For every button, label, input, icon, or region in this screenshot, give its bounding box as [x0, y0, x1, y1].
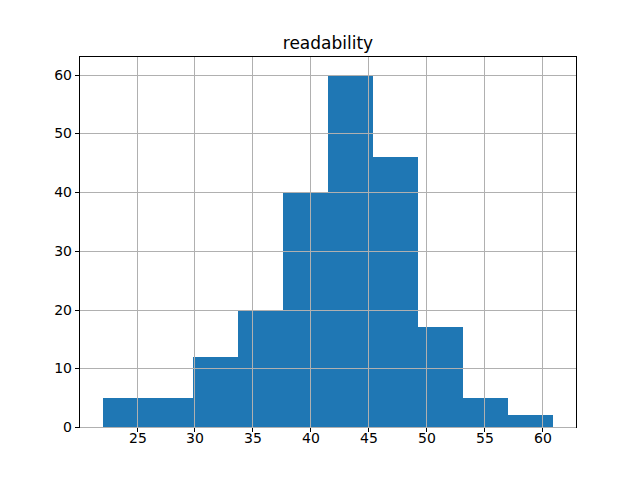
y-tick: [75, 368, 79, 369]
figure: readability 25 30 35 40 45 50 55 60 0 10 20 30 40 50 6…: [0, 0, 640, 480]
gridline-x: [310, 57, 311, 427]
x-tick-label: 45: [360, 431, 378, 445]
histogram-bar: [103, 398, 148, 427]
y-tick: [75, 75, 79, 76]
y-tick: [75, 192, 79, 193]
y-tick-label: 40: [0, 185, 72, 199]
y-tick-label: 50: [0, 126, 72, 140]
gridline-x: [137, 57, 138, 427]
gridline-x: [542, 57, 543, 427]
gridline-y: [80, 251, 576, 252]
gridline-x: [252, 57, 253, 427]
plot-area: [79, 56, 577, 428]
y-tick-label: 0: [0, 420, 72, 434]
y-tick-label: 10: [0, 361, 72, 375]
x-tick-label: 60: [534, 431, 552, 445]
x-tick-label: 35: [244, 431, 262, 445]
histogram-bar: [463, 398, 508, 427]
y-tick-label: 60: [0, 68, 72, 82]
x-tick-label: 50: [418, 431, 436, 445]
gridline-x: [426, 57, 427, 427]
histogram-bar: [418, 327, 463, 427]
x-tick-label: 55: [476, 431, 494, 445]
x-tick-label: 25: [129, 431, 147, 445]
y-tick-label: 30: [0, 244, 72, 258]
gridline-x: [368, 57, 369, 427]
y-tick: [75, 251, 79, 252]
x-tick-label: 30: [186, 431, 204, 445]
histogram-bar: [508, 415, 553, 427]
gridline-y: [80, 427, 576, 428]
chart-title: readability: [80, 33, 576, 53]
gridline-x: [484, 57, 485, 427]
y-tick: [75, 310, 79, 311]
gridline-y: [80, 75, 576, 76]
y-tick: [75, 133, 79, 134]
gridline-y: [80, 368, 576, 369]
gridline-y: [80, 133, 576, 134]
gridline-x: [194, 57, 195, 427]
y-tick-label: 20: [0, 303, 72, 317]
y-tick: [75, 427, 79, 428]
gridline-y: [80, 310, 576, 311]
x-tick-label: 40: [302, 431, 320, 445]
histogram-bar: [373, 157, 418, 427]
histogram-bar: [148, 398, 193, 427]
gridline-y: [80, 192, 576, 193]
